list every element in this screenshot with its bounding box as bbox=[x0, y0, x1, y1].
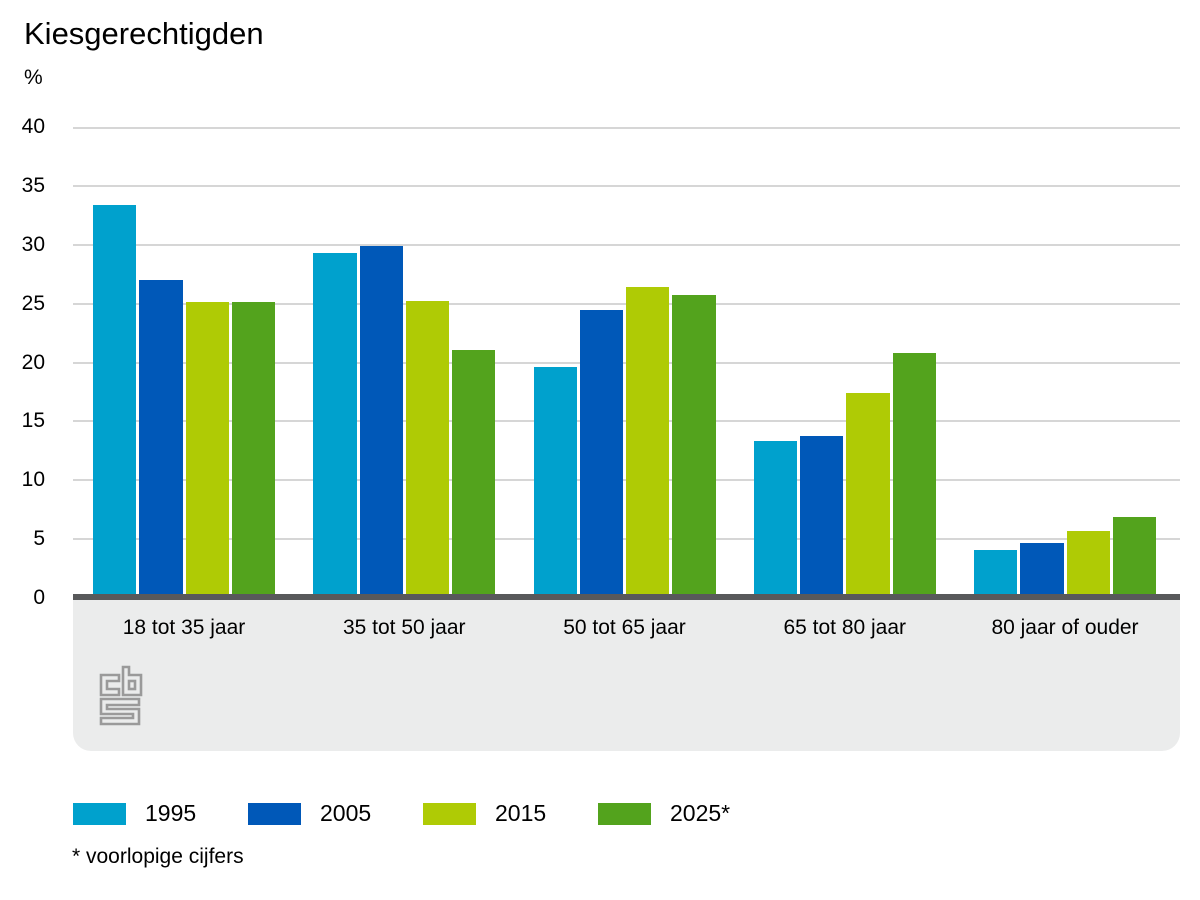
bar-2005-2 bbox=[359, 245, 403, 598]
gridline-40 bbox=[73, 127, 1180, 129]
x-axis-label: 35 tot 50 jaar bbox=[342, 616, 466, 639]
y-axis-tick-label: 10 bbox=[21, 468, 45, 492]
legend: 1995 2005 2015 2025* bbox=[73, 800, 773, 827]
x-axis-baseline bbox=[73, 594, 1180, 600]
footnote: * voorlopige cijfers bbox=[72, 845, 244, 868]
x-axis-label: 18 tot 35 jaar bbox=[122, 616, 246, 639]
bar-2025-4 bbox=[892, 353, 936, 598]
bar-2005-3 bbox=[579, 309, 623, 598]
gridline-30 bbox=[73, 243, 1180, 246]
plot-area bbox=[73, 127, 1180, 598]
bar-2015-1 bbox=[185, 302, 229, 598]
bar-group-1 bbox=[93, 127, 275, 598]
legend-swatch bbox=[73, 802, 126, 825]
x-axis-label: 50 tot 65 jaar bbox=[563, 616, 686, 639]
legend-item-2015: 2015 bbox=[423, 800, 598, 827]
chart-title: Kiesgerechtigden bbox=[24, 16, 264, 51]
legend-swatch bbox=[248, 802, 301, 825]
y-axis-tick-label: 25 bbox=[21, 291, 45, 315]
y-axis-tick-label: 5 bbox=[33, 527, 45, 551]
legend-item-2005: 2005 bbox=[248, 800, 423, 827]
plot-footer-band: 18 tot 35 jaar 35 tot 50 jaar 50 tot 65 ja… bbox=[73, 600, 1180, 751]
x-axis-label: 65 tot 80 jaar bbox=[783, 616, 907, 639]
bar-2015-3 bbox=[626, 287, 670, 598]
legend-label: 2015 bbox=[495, 800, 547, 826]
y-axis-unit-label: % bbox=[24, 66, 43, 89]
y-axis-tick-label: 30 bbox=[21, 232, 45, 256]
bar-2015-5 bbox=[1066, 530, 1110, 598]
bar-2025-3 bbox=[672, 295, 716, 598]
x-axis-label: 80 jaar of ouder bbox=[991, 616, 1139, 639]
bar-group-3 bbox=[533, 127, 716, 598]
y-axis-tick-label: 15 bbox=[21, 409, 45, 433]
bar-2025-1 bbox=[231, 302, 275, 598]
legend-label: 2025* bbox=[670, 800, 731, 826]
bar-2015-2 bbox=[405, 301, 449, 598]
bar-2005-4 bbox=[800, 435, 844, 598]
bar-2025-2 bbox=[452, 349, 496, 598]
legend-item-2025: 2025* bbox=[598, 800, 773, 827]
bar-group-5 bbox=[974, 127, 1156, 598]
bar-1995-3 bbox=[533, 367, 577, 598]
bar-1995-1 bbox=[93, 204, 137, 598]
y-axis-tick-label: 40 bbox=[21, 115, 45, 138]
legend-item-1995: 1995 bbox=[73, 800, 248, 827]
bar-1995-5 bbox=[974, 549, 1018, 598]
y-axis-tick-label: 0 bbox=[33, 586, 45, 609]
y-axis-tick-label: 20 bbox=[21, 350, 45, 374]
bar-2005-1 bbox=[139, 280, 183, 598]
y-axis-tick-label: 35 bbox=[21, 173, 45, 197]
legend-swatch bbox=[598, 802, 651, 825]
legend-label: 2005 bbox=[320, 800, 372, 826]
cbs-logo-icon bbox=[99, 665, 143, 726]
gridline-35 bbox=[73, 184, 1180, 187]
bar-1995-4 bbox=[753, 441, 797, 598]
legend-swatch bbox=[423, 802, 476, 825]
bar-2015-4 bbox=[846, 393, 890, 598]
bar-group-2 bbox=[313, 127, 496, 598]
bar-2025-5 bbox=[1112, 516, 1156, 598]
bar-group-4 bbox=[753, 127, 936, 598]
bar-2005-5 bbox=[1020, 542, 1064, 598]
legend-label: 1995 bbox=[145, 800, 197, 826]
bar-1995-2 bbox=[313, 253, 357, 598]
